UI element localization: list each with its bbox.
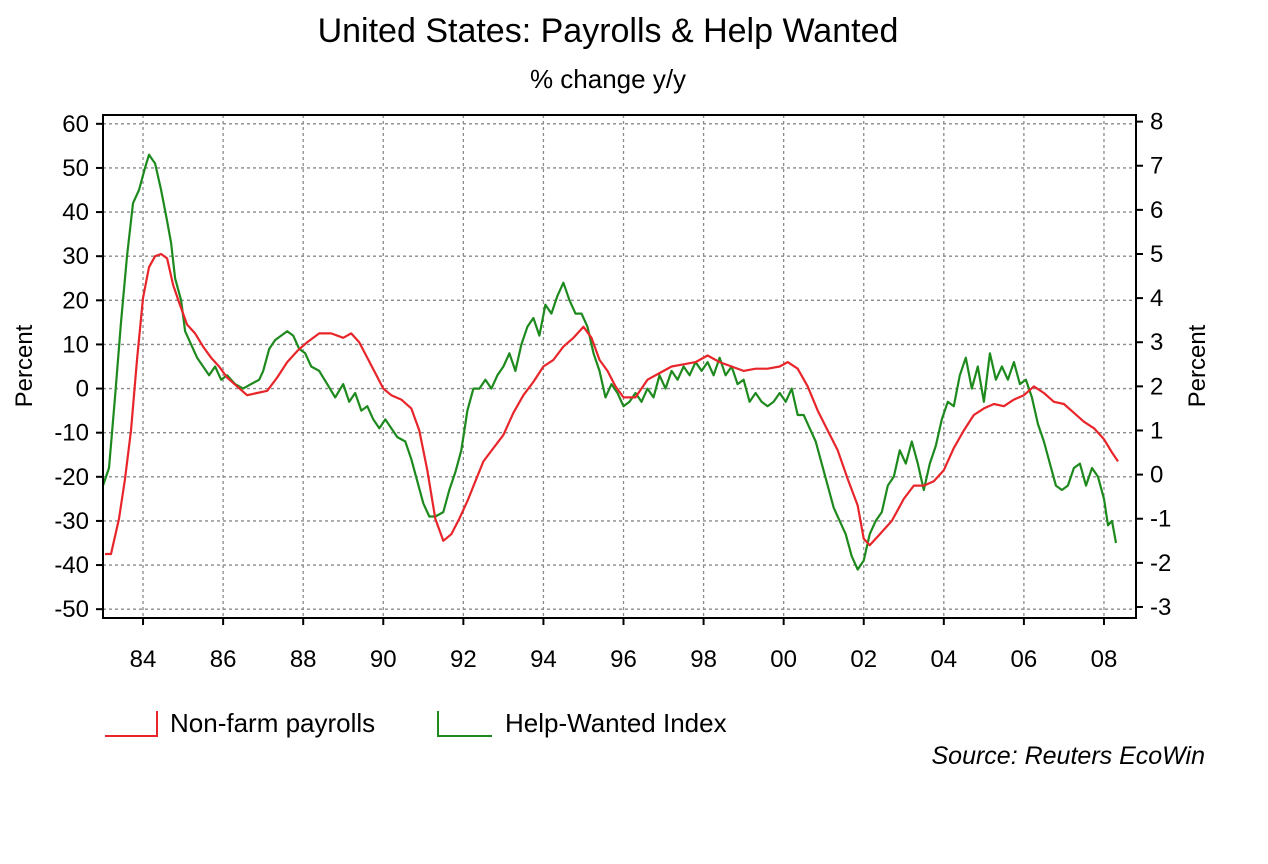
series-layer [101,153,1119,571]
y-left-tick-label-50: -50 [54,596,89,623]
y-left-tick-label-20: 20 [62,287,89,314]
y-right-tick-label-0: 0 [1150,462,1163,489]
y-left-tick-label-10: -10 [54,420,89,447]
y-left-tick-label-30: -30 [54,508,89,535]
plot-frame [102,114,1137,619]
x-tick-label-94: 94 [530,646,557,673]
y-left-tick-label-0: 0 [76,376,89,403]
y-left-tick-label-10: 10 [62,331,89,358]
y-right-tick-label-6: 6 [1150,197,1163,224]
x-tick-label-98: 98 [690,646,717,673]
y-right-tick-label-3: 3 [1150,329,1163,356]
y-axis-left-label: Percent [11,324,38,407]
x-tick-label-02: 02 [850,646,877,673]
x-tick-label-88: 88 [290,646,317,673]
y-left-tick-label-30: 30 [62,243,89,270]
grid-lines [103,115,1136,618]
x-tick-label-08: 08 [1091,646,1118,673]
x-tick-label-84: 84 [130,646,157,673]
y-right-tick-label-4: 4 [1150,285,1163,312]
series-line-help-wanted-index [101,153,1118,571]
y-right-tick-label-1: -1 [1150,506,1171,533]
y-left-tick-label-40: 40 [62,199,89,226]
y-right-tick-label-2: 2 [1150,373,1163,400]
source-note: Source: Reuters EcoWin [932,742,1206,770]
y-right-tick-label-8: 8 [1150,109,1163,136]
chart-subtitle: % change y/y [530,64,686,94]
y-right-tick-label-3: -3 [1150,594,1171,621]
y-axis-right-label: Percent [1184,324,1211,407]
x-tick-label-96: 96 [610,646,637,673]
x-tick-label-04: 04 [930,646,957,673]
legend-label-non-farm-payrolls: Non-farm payrolls [170,708,375,738]
x-tick-label-06: 06 [1011,646,1038,673]
y-right-tick-label-2: -2 [1150,550,1171,577]
y-right-tick-label-5: 5 [1150,241,1163,268]
legend-item-help-wanted-index: Help-Wanted Index [437,708,727,738]
legend-swatch-help-wanted-index [437,711,492,737]
legend-item-non-farm-payrolls: Non-farm payrolls [105,708,375,738]
y-left-tick-label-60: 60 [62,111,89,138]
legend-swatch-non-farm-payrolls [105,711,158,737]
y-left-tick-label-20: -20 [54,464,89,491]
x-tick-label-92: 92 [450,646,477,673]
series-line-non-farm-payrolls [105,252,1119,556]
chart-title: United States: Payrolls & Help Wanted [318,12,899,50]
legend: Non-farm payrolls Help-Wanted Index [105,708,727,738]
y-left-tick-label-50: 50 [62,155,89,182]
y-right-tick-label-7: 7 [1150,153,1163,180]
x-tick-label-86: 86 [210,646,237,673]
x-tick-label-90: 90 [370,646,397,673]
x-tick-label-00: 00 [770,646,797,673]
y-left-tick-label-40: -40 [54,552,89,579]
legend-label-help-wanted-index: Help-Wanted Index [505,708,727,738]
y-right-tick-label-1: 1 [1150,417,1163,444]
axis-ticks: 84 86 88 90 92 94 96 98 00 02 04 06 086050403020100-… [54,109,1171,673]
